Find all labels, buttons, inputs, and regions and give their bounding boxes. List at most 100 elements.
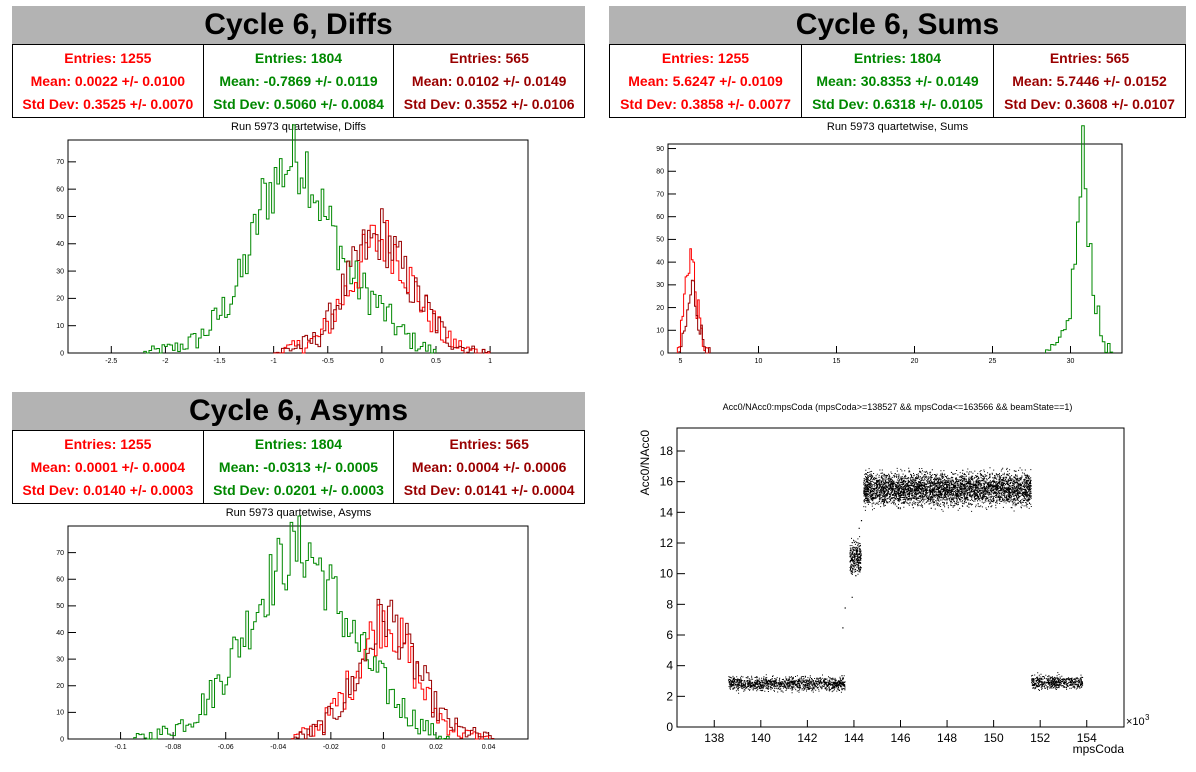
y-tick-label: 60 bbox=[656, 214, 664, 221]
entries-text: Entries: 1255 bbox=[661, 50, 750, 67]
x-tick-label: 30 bbox=[1067, 358, 1075, 365]
x-tick-label: 138 bbox=[704, 731, 724, 745]
y-tick-label: 20 bbox=[56, 296, 64, 303]
y-tick-label: 60 bbox=[56, 577, 64, 584]
x-tick-label: -0.5 bbox=[322, 358, 334, 365]
x-tick-label: -0.06 bbox=[218, 744, 234, 751]
x-tick-label: 142 bbox=[797, 731, 817, 745]
plot-frame bbox=[667, 143, 1123, 354]
x-tick-label: -0.04 bbox=[270, 744, 286, 751]
entries-text: Entries: 1804 bbox=[254, 436, 343, 453]
y-tick-label: 8 bbox=[666, 597, 673, 611]
mean-text: Mean: 5.7446 +/- 0.0152 bbox=[1012, 72, 1167, 89]
x-axis-multiplier: ×10 bbox=[1126, 716, 1145, 728]
x-tick-label: -2 bbox=[162, 358, 168, 365]
y-tick-label: 16 bbox=[660, 475, 674, 489]
entries-text: Entries: 1255 bbox=[64, 50, 152, 67]
stddev-text: Std Dev: 0.0140 +/- 0.0003 bbox=[22, 481, 194, 498]
x-tick-label: 15 bbox=[833, 358, 841, 365]
stats-series-2: Entries: 1804 Mean: -0.7869 +/- 0.0119 S… bbox=[202, 44, 394, 118]
panel-title: Cycle 6, Asyms bbox=[12, 392, 585, 430]
x-tick-label: 0.02 bbox=[429, 744, 443, 751]
stats-series-3: Entries: 565 Mean: 0.0102 +/- 0.0149 Std… bbox=[393, 44, 586, 118]
mean-text: Mean: 5.6247 +/- 0.0109 bbox=[628, 72, 783, 89]
histogram-series-3 bbox=[1045, 125, 1114, 353]
y-tick-label: 2 bbox=[666, 689, 673, 703]
stats-series-2: Entries: 1804 Mean: -0.0313 +/- 0.0005 S… bbox=[202, 430, 394, 504]
mean-text: Mean: 0.0004 +/- 0.0006 bbox=[411, 458, 567, 475]
y-tick-label: 90 bbox=[656, 146, 664, 153]
mean-text: Mean: -0.7869 +/- 0.0119 bbox=[219, 72, 378, 89]
x-tick-label: -0.02 bbox=[323, 744, 339, 751]
y-axis-label: Acc0/NAcc0 bbox=[638, 430, 652, 496]
y-tick-label: 30 bbox=[56, 268, 64, 275]
x-tick-label: 148 bbox=[937, 731, 957, 745]
histogram-series-2 bbox=[678, 279, 711, 354]
y-tick-label: 18 bbox=[660, 444, 674, 458]
y-tick-label: 30 bbox=[56, 656, 64, 663]
y-tick-label: 60 bbox=[56, 186, 64, 193]
panel-title: Cycle 6, Sums bbox=[609, 6, 1186, 44]
histogram-series-1 bbox=[143, 124, 437, 354]
y-tick-label: 10 bbox=[660, 567, 674, 581]
x-tick-label: -2.5 bbox=[105, 358, 117, 365]
stddev-text: Std Dev: 0.6318 +/- 0.0105 bbox=[812, 95, 983, 112]
y-tick-label: 70 bbox=[56, 159, 64, 166]
y-tick-label: 50 bbox=[56, 214, 64, 221]
y-tick-label: 12 bbox=[660, 536, 674, 550]
x-tick-label: 10 bbox=[755, 358, 763, 365]
y-tick-label: 40 bbox=[56, 241, 64, 248]
x-tick-label: -1 bbox=[271, 358, 277, 365]
y-tick-label: 10 bbox=[56, 323, 64, 330]
x-tick-label: -0.1 bbox=[115, 744, 127, 751]
entries-text: Entries: 1804 bbox=[853, 50, 942, 67]
stddev-text: Std Dev: 0.0201 +/- 0.0003 bbox=[213, 481, 384, 498]
y-tick-label: 40 bbox=[56, 630, 64, 637]
stddev-text: Std Dev: 0.3552 +/- 0.0106 bbox=[403, 95, 575, 112]
scatter-title: Acc0/NAcc0:mpsCoda (mpsCoda>=138527 && m… bbox=[722, 402, 1073, 412]
x-tick-label: 0 bbox=[381, 744, 385, 751]
y-tick-label: 70 bbox=[656, 191, 664, 198]
plot-frame bbox=[67, 139, 529, 354]
y-tick-label: 20 bbox=[656, 305, 664, 312]
y-tick-label: 0 bbox=[660, 350, 664, 357]
y-tick-label: 70 bbox=[56, 550, 64, 557]
x-tick-label: 25 bbox=[989, 358, 997, 365]
mean-text: Mean: -0.0313 +/- 0.0005 bbox=[218, 458, 379, 475]
stddev-text: Std Dev: 0.3608 +/- 0.0107 bbox=[1004, 95, 1175, 112]
y-tick-label: 40 bbox=[656, 259, 664, 266]
entries-text: Entries: 565 bbox=[449, 50, 529, 67]
x-tick-label: 154 bbox=[1077, 731, 1097, 745]
x-tick-label: 152 bbox=[1030, 731, 1050, 745]
title-text: Cycle 6, Diffs bbox=[204, 8, 393, 41]
stats-box: Entries: 1255 Mean: 0.0001 +/- 0.0004 St… bbox=[12, 430, 586, 504]
y-tick-label: 4 bbox=[666, 659, 673, 673]
x-tick-label: 1 bbox=[488, 358, 492, 365]
mean-text: Mean: 0.0022 +/- 0.0100 bbox=[30, 72, 186, 89]
entries-text: Entries: 565 bbox=[1049, 50, 1130, 67]
histogram-series-3 bbox=[273, 208, 491, 354]
x-axis-label: mpsCoda bbox=[1073, 742, 1125, 756]
x-tick-label: -0.08 bbox=[165, 744, 181, 751]
scatter-points bbox=[728, 467, 1084, 694]
x-tick-label: 0 bbox=[380, 358, 384, 365]
stats-series-1: Entries: 1255 Mean: 0.0001 +/- 0.0004 St… bbox=[12, 430, 203, 504]
entries-text: Entries: 1255 bbox=[64, 436, 152, 453]
x-tick-label: 144 bbox=[844, 731, 864, 745]
y-tick-label: 10 bbox=[656, 328, 664, 335]
stats-series-1: Entries: 1255 Mean: 0.0022 +/- 0.0100 St… bbox=[12, 44, 203, 118]
y-tick-label: 0 bbox=[60, 350, 64, 357]
plot-subtitle: Run 5973 quartetwise, Diffs bbox=[231, 121, 366, 133]
plot-subtitle: Run 5973 quartetwise, Asyms bbox=[225, 507, 372, 519]
mean-text: Mean: 0.0001 +/- 0.0004 bbox=[30, 458, 186, 475]
entries-text: Entries: 565 bbox=[449, 436, 529, 453]
x-tick-label: 150 bbox=[984, 731, 1004, 745]
stats-box: Entries: 1255 Mean: 5.6247 +/- 0.0109 St… bbox=[609, 44, 1186, 118]
y-tick-label: 50 bbox=[56, 603, 64, 610]
stats-series-3: Entries: 565 Mean: 0.0004 +/- 0.0006 Std… bbox=[393, 430, 586, 504]
x-tick-label: 140 bbox=[751, 731, 771, 745]
